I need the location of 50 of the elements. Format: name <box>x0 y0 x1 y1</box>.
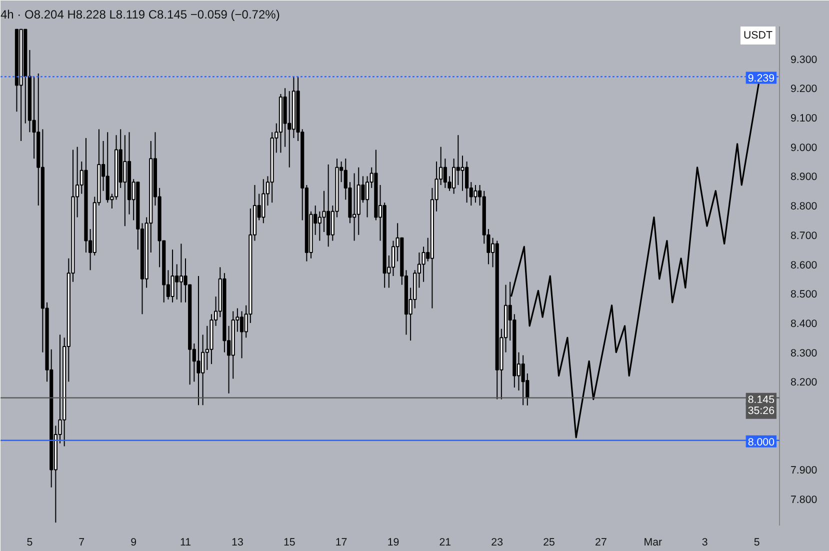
candlestick <box>322 190 326 232</box>
candlestick <box>422 246 426 282</box>
candlestick <box>352 172 356 242</box>
x-tick-label: 23 <box>491 536 504 548</box>
x-tick-label: 11 <box>180 536 192 548</box>
chart-title: 4h · O8.204 H8.228 L8.119 C8.145 −0.059 (−0.72%) <box>0 8 280 22</box>
y-tick-label: 8.400 <box>790 318 818 330</box>
x-tick-label: 9 <box>130 536 137 548</box>
x-tick-label: 27 <box>595 536 607 548</box>
x-tick-label: 25 <box>543 536 556 548</box>
candlestick <box>391 240 396 276</box>
y-tick-label: 8.700 <box>790 230 818 242</box>
y-tick-label: 9.000 <box>790 142 818 154</box>
y-tick-label: 7.900 <box>790 464 818 477</box>
candlestick <box>123 134 127 227</box>
x-tick-label: Mar <box>644 536 663 548</box>
candlestick <box>196 276 200 406</box>
x-tick-label: 5 <box>754 536 760 548</box>
y-tick-label: 7.800 <box>790 494 818 506</box>
x-tick-label: 7 <box>78 536 85 548</box>
candlestick <box>288 90 292 168</box>
x-tick-label: 5 <box>26 536 33 548</box>
ref-line-label: 9.239 <box>748 72 775 85</box>
y-tick-label: 8.200 <box>790 376 818 389</box>
candlestick <box>474 184 478 204</box>
x-tick-label: 17 <box>335 536 348 548</box>
y-tick-label: 8.500 <box>790 288 818 301</box>
y-tick-label: 8.900 <box>790 171 818 184</box>
candlestick <box>521 354 525 406</box>
annotation: 35:26 <box>748 404 775 417</box>
x-tick-label: 19 <box>387 536 400 548</box>
candlestick <box>460 155 464 192</box>
x-tick-label: 13 <box>232 536 244 548</box>
y-tick-label: 8.600 <box>790 259 818 272</box>
y-tick-label: 8.300 <box>790 347 818 360</box>
candlestick <box>262 178 266 224</box>
candlestick <box>106 132 110 204</box>
y-tick-label: 9.200 <box>790 83 818 96</box>
y-axis-title: USDT <box>743 30 773 42</box>
candlestick <box>170 249 174 303</box>
candlestick <box>365 176 370 218</box>
ref-line-label: 8.000 <box>748 436 775 448</box>
x-tick-label: 21 <box>439 536 452 548</box>
x-tick-label: 15 <box>283 536 296 548</box>
x-tick-label: 3 <box>702 536 708 548</box>
ref-line-label: 8.145 <box>748 394 775 406</box>
candlestick <box>240 310 244 359</box>
y-tick-label: 9.300 <box>790 54 818 66</box>
y-tick-label: 9.100 <box>790 112 818 124</box>
y-tick-label: 8.800 <box>790 200 818 213</box>
